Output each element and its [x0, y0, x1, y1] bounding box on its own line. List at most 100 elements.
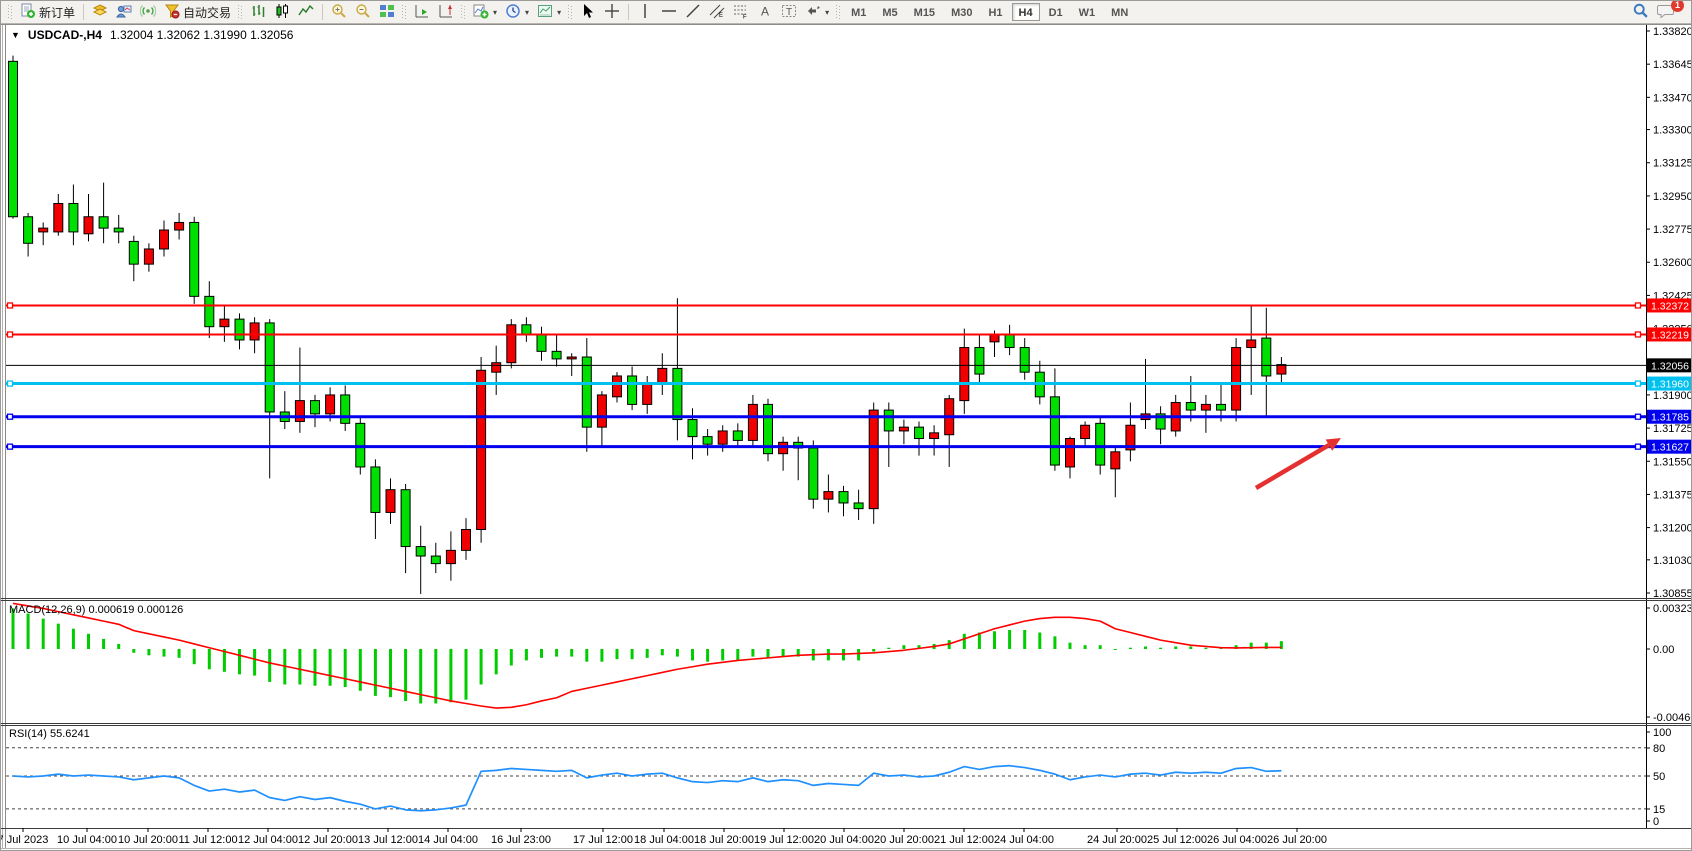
- candlestick-mode-button[interactable]: [270, 2, 294, 22]
- timeframe-h4[interactable]: H4: [1011, 3, 1040, 21]
- time-tick-label: 26 Jul 20:00: [1267, 834, 1327, 846]
- candle: [400, 484, 411, 574]
- macd-histogram-bar: [1128, 647, 1132, 649]
- chart-shift-button[interactable]: [434, 2, 458, 22]
- timeframe-m1[interactable]: M1: [851, 7, 867, 19]
- templates-button[interactable]: ▾: [533, 2, 565, 22]
- candle: [914, 421, 924, 456]
- price-tick-label: 1.33470: [1653, 92, 1692, 104]
- macd-histogram-bar: [268, 649, 272, 682]
- candle: [596, 391, 607, 448]
- price-tag: [1647, 298, 1691, 313]
- fibonacci-tool-button[interactable]: F: [729, 2, 753, 22]
- candle: [763, 398, 773, 462]
- timeframe-h1[interactable]: H1: [988, 7, 1003, 19]
- macd-histogram-bar: [1053, 636, 1057, 649]
- price-tag-label: 1.32056: [1651, 360, 1689, 372]
- line-handle[interactable]: [1634, 331, 1642, 338]
- new-chart-button[interactable]: [88, 2, 112, 22]
- horizontal-line-tool-button[interactable]: [657, 2, 681, 22]
- auto-trading-label: 自动交易: [183, 5, 232, 20]
- price-tag: [1647, 327, 1691, 342]
- tile-windows-icon: [379, 3, 395, 22]
- time-axis[interactable]: 7 Jul 2023 10 Jul 04:00 10 Jul 20:00 11 Jul…: [1, 828, 1327, 846]
- macd-histogram-bar: [1174, 646, 1178, 649]
- zoom-in-icon: [331, 3, 347, 22]
- chart-canvas[interactable]: 1.33820 1.33645 1.33470 1.33300 1.33125 1.329…: [1, 24, 1692, 851]
- search-button[interactable]: [1628, 2, 1653, 22]
- crosshair-tool-button[interactable]: [600, 2, 624, 22]
- line-handle[interactable]: [6, 331, 14, 338]
- macd-histogram-bar: [1008, 629, 1012, 649]
- line-handle[interactable]: [1634, 413, 1642, 420]
- vertical-line-tool-button[interactable]: [633, 2, 657, 22]
- candle: [279, 391, 290, 430]
- arrows-tool-button[interactable]: ▾: [801, 2, 833, 22]
- line-handle[interactable]: [1634, 302, 1642, 309]
- timeframe-d1[interactable]: D1: [1048, 7, 1063, 19]
- tile-windows-button[interactable]: [375, 2, 399, 22]
- price-axis[interactable]: 1.33820 1.33645 1.33470 1.33300 1.33125 1.329…: [1646, 26, 1692, 600]
- bar-chart-mode-button[interactable]: [246, 2, 270, 22]
- macd-histogram-bar: [872, 649, 876, 652]
- timeframe-w1[interactable]: W1: [1078, 7, 1096, 19]
- indicators-button[interactable]: ▾: [469, 2, 501, 22]
- price-tick-label: 1.31550: [1653, 456, 1692, 468]
- line-handle[interactable]: [1634, 443, 1642, 450]
- macd-histogram-bar: [1023, 629, 1027, 649]
- candle: [823, 474, 834, 513]
- timeframe-m15[interactable]: M15: [913, 7, 936, 19]
- chat-button[interactable]: 1: [1653, 1, 1684, 22]
- macd-histogram-bar: [585, 649, 589, 662]
- chart-ohlc-readout: 1.32004 1.32062 1.31990 1.32056: [109, 28, 294, 42]
- cursor-tool-button[interactable]: [576, 2, 600, 22]
- candle: [113, 214, 124, 244]
- time-tick-label: 24 Jul 20:00: [1087, 834, 1147, 846]
- timeframe-m5[interactable]: M5: [882, 7, 898, 19]
- price-tick-label: 1.31375: [1653, 489, 1692, 501]
- macd-histogram-bar: [373, 649, 377, 696]
- arrows-dropdown-arrow: ▾: [825, 7, 830, 17]
- zoom-in-button[interactable]: [327, 2, 351, 22]
- profiles-button[interactable]: [112, 2, 136, 22]
- auto-trading-button[interactable]: 自动交易: [160, 2, 235, 22]
- line-handle[interactable]: [1634, 380, 1642, 387]
- macd-histogram-bar: [313, 649, 317, 686]
- new-order-button[interactable]: 新订单: [16, 2, 79, 22]
- macd-histogram-bar: [645, 649, 649, 658]
- macd-histogram-bar: [751, 649, 755, 657]
- macd-histogram-bar: [524, 649, 528, 661]
- timeframe-m30[interactable]: M30: [951, 7, 973, 19]
- periods-button[interactable]: ▾: [501, 2, 533, 22]
- toolbar-grip[interactable]: [8, 5, 13, 19]
- candle: [1125, 402, 1136, 462]
- chart-collapse-icon[interactable]: ▼: [11, 30, 20, 40]
- candle: [264, 319, 275, 479]
- candle: [234, 313, 245, 350]
- chart-shift-icon: [438, 3, 454, 22]
- rsi-pane: 100 80 50 150: [12, 727, 1671, 828]
- macd-histogram-bar: [1264, 642, 1268, 649]
- macd-histogram-bar: [343, 649, 347, 688]
- line-handle[interactable]: [6, 302, 14, 309]
- trendline-tool-button[interactable]: [681, 2, 705, 22]
- macd-histogram-bar: [419, 649, 423, 704]
- auto-trading-icon: [164, 3, 180, 22]
- signals-button[interactable]: [136, 2, 160, 22]
- text-tool-button[interactable]: A: [753, 2, 777, 22]
- macd-histogram-bar: [1204, 647, 1208, 649]
- line-chart-mode-button[interactable]: [294, 2, 318, 22]
- text-label-tool-button[interactable]: T: [777, 2, 801, 22]
- candle: [702, 429, 713, 456]
- equidistant-channel-tool-button[interactable]: E: [705, 2, 729, 22]
- time-tick-label: 18 Jul 04:00: [634, 834, 694, 846]
- line-handle[interactable]: [6, 443, 14, 450]
- zoom-out-button[interactable]: [351, 2, 375, 22]
- auto-scroll-button[interactable]: [410, 2, 434, 22]
- line-handle[interactable]: [6, 380, 14, 387]
- macd-histogram-bar: [1249, 642, 1253, 649]
- line-handle[interactable]: [6, 413, 14, 420]
- signals-icon: [139, 3, 157, 22]
- trend-arrow[interactable]: [1254, 438, 1341, 490]
- timeframe-mn[interactable]: MN: [1111, 7, 1129, 19]
